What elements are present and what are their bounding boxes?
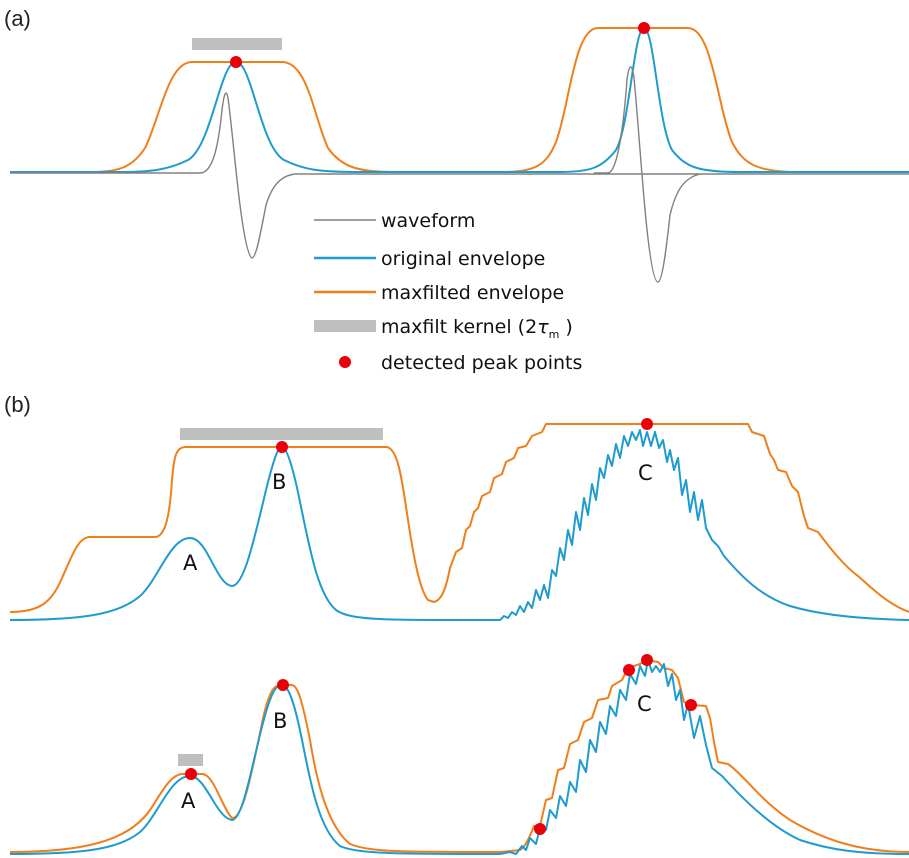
- kernel-label-subscript: m: [549, 328, 560, 341]
- panel-a-label: (a): [4, 6, 31, 31]
- peak-point-b-lower-3: [685, 699, 697, 711]
- legend-item-waveform: waveform: [314, 210, 475, 232]
- kernel-label-prefix: maxfilt kernel (2: [381, 316, 537, 338]
- original-envelope-b-upper: [9, 429, 909, 621]
- panel-b-upper: A B C: [9, 418, 909, 621]
- maxfilted-envelope-b-upper: [9, 423, 909, 613]
- legend-label-original-envelope: original envelope: [381, 248, 545, 270]
- legend-label-waveform: waveform: [381, 210, 475, 232]
- peak-label-upper-B: B: [272, 470, 286, 494]
- peak-point-b-lower-2: [623, 664, 635, 676]
- legend-item-original-envelope: original envelope: [314, 248, 545, 270]
- legend-item-maxfilt-kernel: maxfilt kernel (2τm ): [314, 316, 573, 341]
- panel-b-label: (b): [4, 392, 31, 417]
- peak-point-b-lower-1: [534, 823, 546, 835]
- peak-point-b-upper-B: [276, 441, 288, 453]
- kernel-bar-b-upper: [180, 428, 383, 440]
- legend: waveform original envelope maxfilted env…: [314, 210, 582, 374]
- panel-b-lower: A B C: [9, 654, 909, 855]
- maxfilted-envelope-b-lower: [9, 659, 909, 853]
- peak-point-b-upper-C: [641, 418, 653, 430]
- legend-item-maxfilted-envelope: maxfilted envelope: [314, 282, 564, 304]
- legend-item-detected-peaks: detected peak points: [339, 352, 582, 374]
- peak-point-b-lower-C: [641, 654, 653, 666]
- kernel-label-suffix: ): [559, 316, 572, 338]
- kernel-bar-b-lower: [178, 754, 203, 766]
- legend-label-detected-peaks: detected peak points: [381, 352, 582, 374]
- peak-label-upper-C: C: [638, 461, 653, 485]
- peak-point-a-2: [638, 22, 650, 34]
- peak-label-lower-B: B: [273, 709, 287, 733]
- peak-point-b-lower-B: [277, 679, 289, 691]
- original-envelope-a: [10, 27, 909, 173]
- panel-a: [10, 22, 909, 283]
- peak-label-lower-C: C: [637, 692, 652, 716]
- original-envelope-b-lower: [9, 659, 909, 855]
- peak-label-lower-A: A: [181, 789, 196, 813]
- legend-label-maxfilted-envelope: maxfilted envelope: [381, 282, 564, 304]
- peak-point-a-1: [230, 56, 242, 68]
- kernel-bar-a: [192, 38, 282, 50]
- peak-label-upper-A: A: [183, 551, 198, 575]
- legend-swatch-maxfilt-kernel: [314, 320, 376, 332]
- peak-point-b-lower-A: [185, 768, 197, 780]
- legend-label-maxfilt-kernel: maxfilt kernel (2τm ): [381, 316, 573, 341]
- maxfilted-envelope-a: [10, 27, 909, 173]
- kernel-label-tau: τ: [537, 316, 549, 338]
- legend-swatch-detected-peaks: [339, 356, 351, 368]
- waveform-a: [10, 66, 909, 283]
